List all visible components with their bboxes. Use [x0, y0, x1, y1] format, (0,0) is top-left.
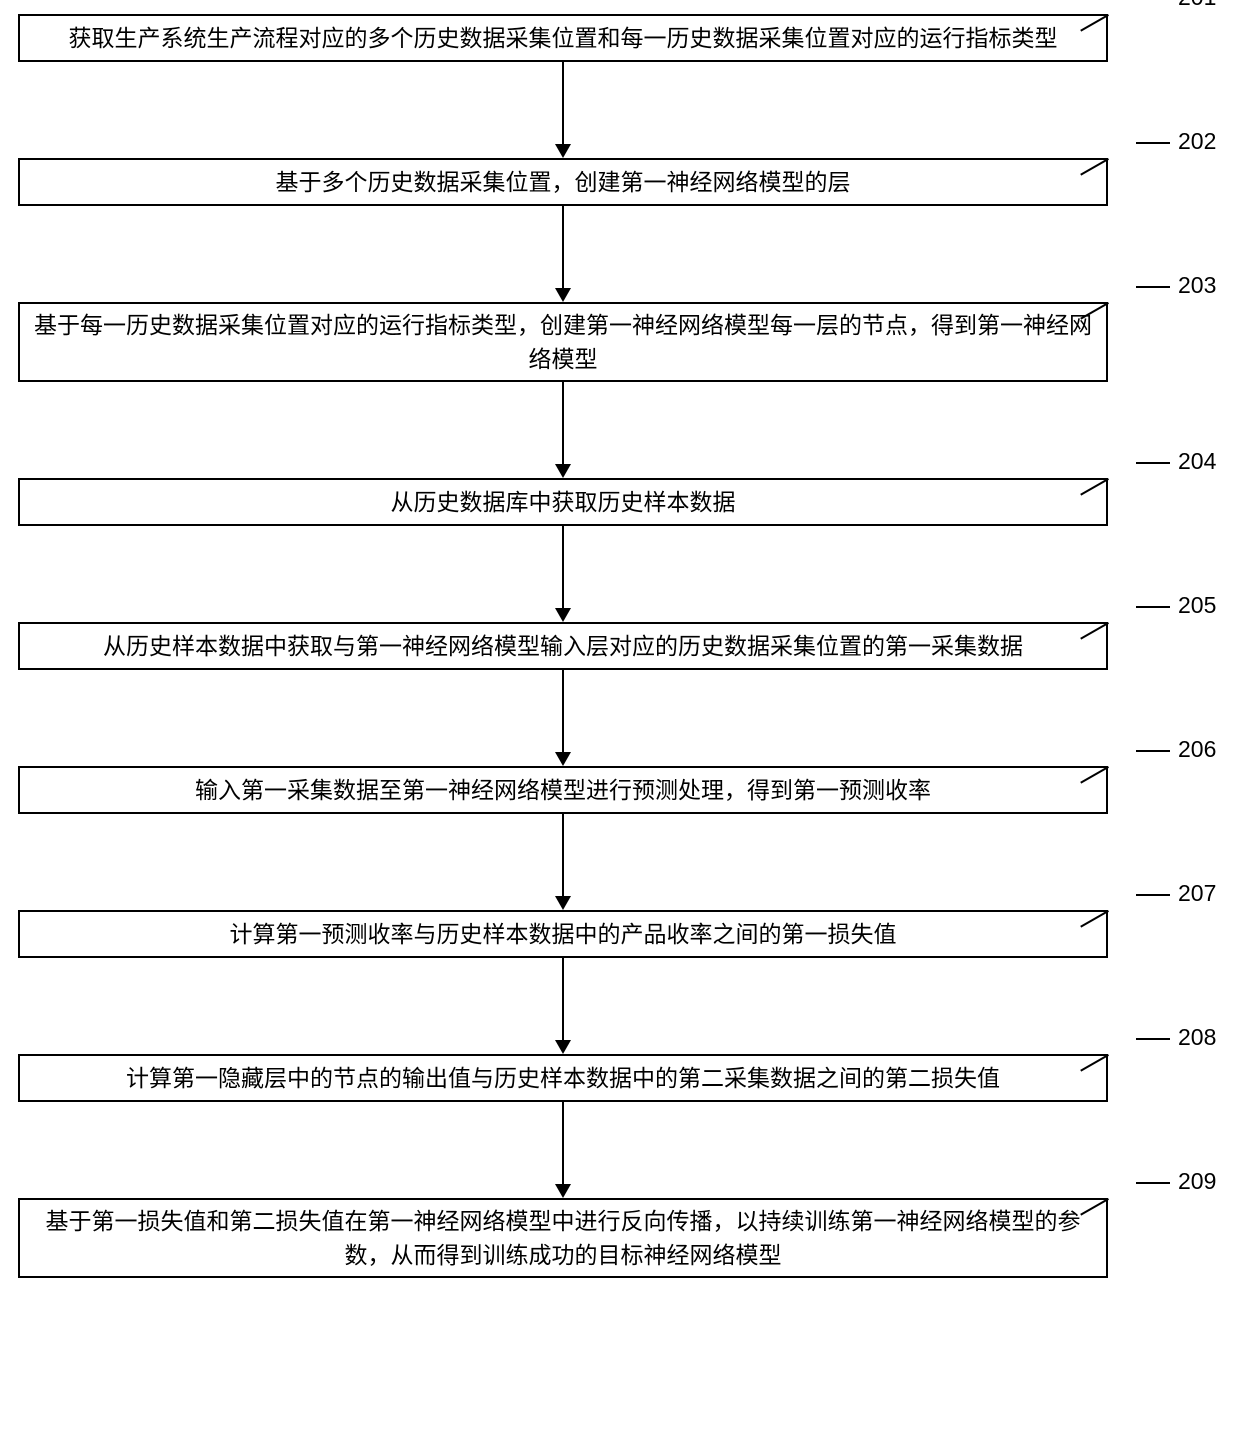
flowchart-canvas: 获取生产系统生产流程对应的多个历史数据采集位置和每一历史数据采集位置对应的运行指… — [0, 0, 1240, 1449]
arrow-head-icon — [555, 144, 571, 158]
flow-step-text: 计算第一预测收率与历史样本数据中的产品收率之间的第一损失值 — [230, 917, 897, 952]
step-label-205: 205 — [1178, 592, 1216, 619]
step-label-204: 204 — [1178, 448, 1216, 475]
leader-horizontal — [1136, 750, 1170, 752]
arrow-line — [562, 670, 564, 752]
arrow-line — [562, 1102, 564, 1184]
arrow-line — [562, 206, 564, 288]
arrow-line — [562, 62, 564, 144]
flow-step-text: 从历史样本数据中获取与第一神经网络模型输入层对应的历史数据采集位置的第一采集数据 — [103, 629, 1023, 664]
arrow-line — [562, 526, 564, 608]
leader-horizontal — [1136, 286, 1170, 288]
step-label-203: 203 — [1178, 272, 1216, 299]
flow-step-205: 从历史样本数据中获取与第一神经网络模型输入层对应的历史数据采集位置的第一采集数据 — [18, 622, 1108, 670]
arrow-head-icon — [555, 464, 571, 478]
arrow-head-icon — [555, 896, 571, 910]
step-label-207: 207 — [1178, 880, 1216, 907]
step-label-201: 201 — [1178, 0, 1216, 11]
flow-step-201: 获取生产系统生产流程对应的多个历史数据采集位置和每一历史数据采集位置对应的运行指… — [18, 14, 1108, 62]
leader-horizontal — [1136, 462, 1170, 464]
arrow-line — [562, 814, 564, 896]
flow-step-204: 从历史数据库中获取历史样本数据 — [18, 478, 1108, 526]
leader-horizontal — [1136, 606, 1170, 608]
step-label-208: 208 — [1178, 1024, 1216, 1051]
arrow-head-icon — [555, 288, 571, 302]
step-label-209: 209 — [1178, 1168, 1216, 1195]
flow-step-text: 从历史数据库中获取历史样本数据 — [391, 485, 736, 520]
arrow-head-icon — [555, 1184, 571, 1198]
flow-step-text: 获取生产系统生产流程对应的多个历史数据采集位置和每一历史数据采集位置对应的运行指… — [69, 21, 1058, 56]
step-label-202: 202 — [1178, 128, 1216, 155]
flow-step-text: 计算第一隐藏层中的节点的输出值与历史样本数据中的第二采集数据之间的第二损失值 — [126, 1061, 1000, 1096]
flow-step-text: 基于多个历史数据采集位置，创建第一神经网络模型的层 — [276, 165, 851, 200]
arrow-line — [562, 382, 564, 464]
leader-horizontal — [1136, 1038, 1170, 1040]
flow-step-text: 基于每一历史数据采集位置对应的运行指标类型，创建第一神经网络模型每一层的节点，得… — [34, 308, 1092, 377]
leader-horizontal — [1136, 142, 1170, 144]
flow-step-207: 计算第一预测收率与历史样本数据中的产品收率之间的第一损失值 — [18, 910, 1108, 958]
flow-step-text: 输入第一采集数据至第一神经网络模型进行预测处理，得到第一预测收率 — [195, 773, 931, 808]
flow-step-202: 基于多个历史数据采集位置，创建第一神经网络模型的层 — [18, 158, 1108, 206]
flow-step-209: 基于第一损失值和第二损失值在第一神经网络模型中进行反向传播，以持续训练第一神经网… — [18, 1198, 1108, 1278]
leader-horizontal — [1136, 894, 1170, 896]
arrow-head-icon — [555, 1040, 571, 1054]
arrow-head-icon — [555, 608, 571, 622]
arrow-head-icon — [555, 752, 571, 766]
leader-horizontal — [1136, 1182, 1170, 1184]
flow-step-203: 基于每一历史数据采集位置对应的运行指标类型，创建第一神经网络模型每一层的节点，得… — [18, 302, 1108, 382]
flow-step-text: 基于第一损失值和第二损失值在第一神经网络模型中进行反向传播，以持续训练第一神经网… — [34, 1204, 1092, 1273]
step-label-206: 206 — [1178, 736, 1216, 763]
flow-step-206: 输入第一采集数据至第一神经网络模型进行预测处理，得到第一预测收率 — [18, 766, 1108, 814]
flow-step-208: 计算第一隐藏层中的节点的输出值与历史样本数据中的第二采集数据之间的第二损失值 — [18, 1054, 1108, 1102]
arrow-line — [562, 958, 564, 1040]
